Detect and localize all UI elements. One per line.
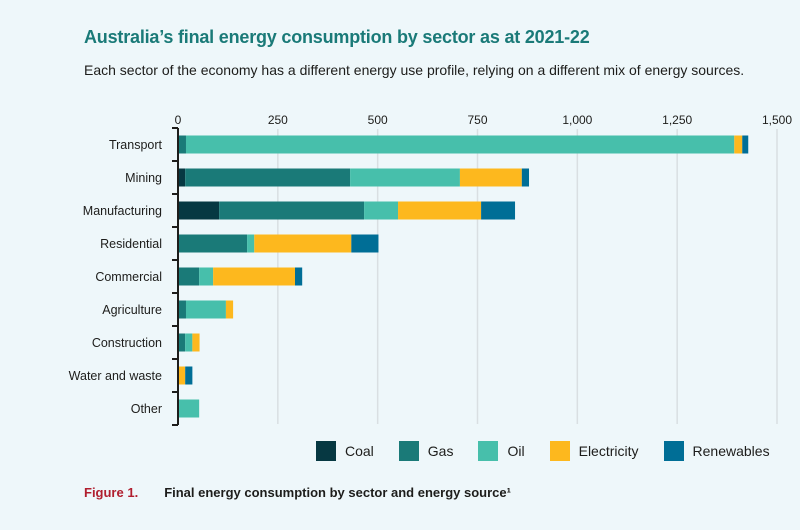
legend-item-oil: Oil: [478, 441, 525, 461]
bar-segment-electricity: [398, 201, 482, 220]
category-label: Transport: [109, 138, 163, 152]
bar-segment-renewables: [481, 201, 516, 220]
bar-segment-electricity: [178, 366, 186, 385]
x-tick-label: 500: [368, 113, 388, 127]
x-tick-label: 1,250: [662, 113, 692, 127]
bar-segment-gas: [178, 135, 186, 154]
legend-label: Electricity: [578, 443, 639, 459]
x-tick-label: 0: [175, 113, 182, 127]
legend-item-coal: Coal: [316, 441, 374, 461]
legend-swatch: [316, 441, 336, 461]
bar-segment-coal: [178, 201, 220, 220]
category-labels: Transport Mining Manufacturing Residential C…: [69, 138, 163, 416]
bar-segment-gas: [178, 333, 186, 352]
bar-segment-gas: [185, 168, 351, 187]
bar-segment-oil: [185, 333, 193, 352]
category-label: Construction: [92, 336, 162, 350]
category-label: Commercial: [95, 270, 162, 284]
category-label: Manufacturing: [83, 204, 162, 218]
bar-segment-electricity: [734, 135, 743, 154]
bar-segment-oil: [185, 135, 735, 154]
legend-label: Gas: [427, 443, 454, 459]
bar-segment-electricity: [213, 267, 296, 286]
chart-subtitle: Each sector of the economy has a differe…: [84, 62, 745, 78]
figure-label: Figure 1.: [84, 485, 139, 500]
bar-segment-electricity: [225, 300, 234, 319]
category-label: Residential: [100, 237, 162, 251]
category-label: Other: [131, 402, 162, 416]
legend-swatch: [478, 441, 499, 461]
category-label: Agriculture: [102, 303, 162, 317]
x-tick-label: 750: [467, 113, 487, 127]
bar-segment-renewables: [295, 267, 303, 286]
bar-segment-oil: [178, 399, 200, 418]
bar-segment-gas: [178, 267, 200, 286]
category-label: Mining: [125, 171, 162, 185]
legend-item-renewables: Renewables: [663, 441, 770, 461]
bar-segment-oil: [247, 234, 255, 253]
x-tick-label: 1,500: [762, 113, 792, 127]
figure-caption: Figure 1. Final energy consumption by sec…: [84, 485, 511, 500]
legend: Coal Gas Oil Electricity Renewables: [316, 441, 770, 461]
bar-segment-electricity: [254, 234, 352, 253]
bar-segment-electricity: [459, 168, 522, 187]
bar-segment-renewables: [185, 366, 193, 385]
bars: [178, 135, 749, 418]
bar-segment-oil: [185, 300, 226, 319]
legend-label: Oil: [507, 443, 525, 459]
x-tick-label: 1,000: [562, 113, 592, 127]
legend-swatch: [398, 441, 419, 461]
legend-label: Coal: [345, 443, 374, 459]
bar-segment-renewables: [742, 135, 749, 154]
bar-segment-gas: [178, 300, 186, 319]
bar-segment-coal: [178, 168, 186, 187]
bar-segment-gas: [178, 234, 248, 253]
x-tick-label: 250: [268, 113, 288, 127]
x-axis-ticks: 0 250 500 750 1,000 1,250 1,500: [175, 113, 793, 127]
figure-caption-text: Final energy consumption by sector and e…: [164, 485, 511, 500]
legend-swatch: [549, 441, 570, 461]
bar-segment-renewables: [521, 168, 530, 187]
bar-segment-renewables: [351, 234, 379, 253]
legend-swatch: [663, 441, 684, 461]
bar-segment-electricity: [192, 333, 200, 352]
bar-segment-oil: [199, 267, 214, 286]
bar-segment-oil: [350, 168, 460, 187]
legend-item-gas: Gas: [398, 441, 454, 461]
bar-segment-gas: [219, 201, 365, 220]
legend-item-electricity: Electricity: [549, 441, 639, 461]
y-axis: [172, 127, 179, 426]
legend-label: Renewables: [692, 443, 770, 459]
bar-segment-oil: [364, 201, 399, 220]
category-label: Water and waste: [69, 369, 162, 383]
chart-title: Australia’s final energy consumption by …: [84, 27, 590, 47]
